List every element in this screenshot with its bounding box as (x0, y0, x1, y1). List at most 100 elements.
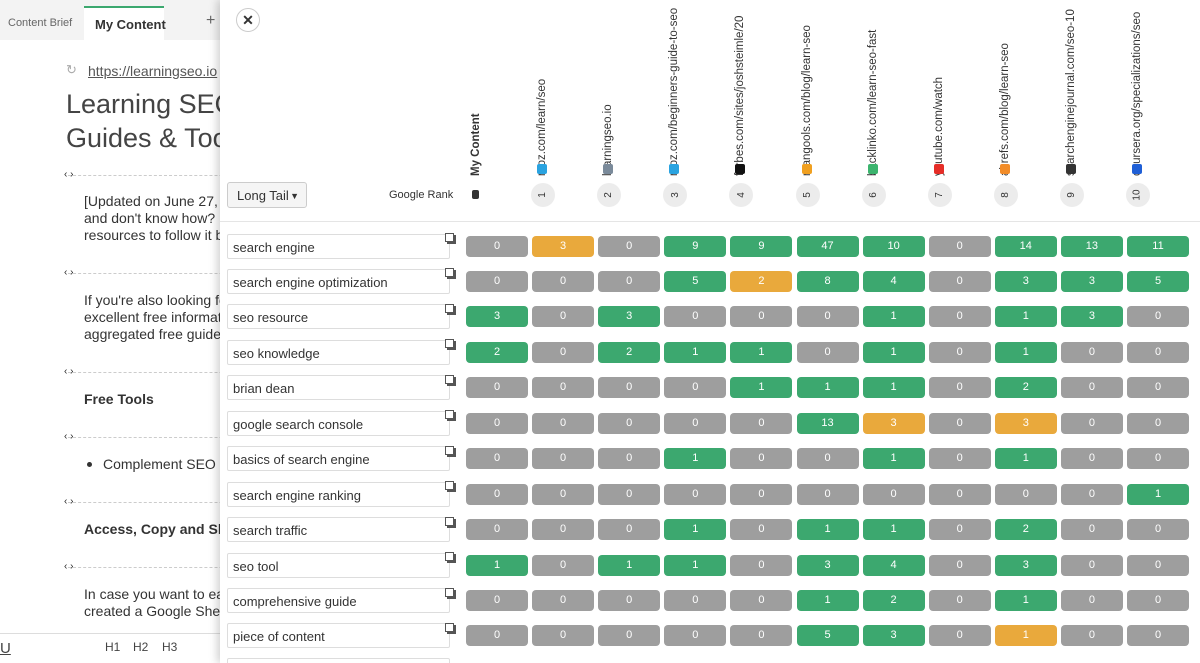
rank-badge: 8 (993, 183, 1018, 207)
keyword-box[interactable]: brian dean (227, 375, 450, 401)
copy-icon[interactable] (445, 374, 454, 384)
copy-icon[interactable] (445, 303, 454, 313)
block-controls[interactable]: ‹ › (64, 496, 74, 507)
block-separator (68, 372, 268, 373)
rank-cell: 0 (928, 519, 991, 541)
rank-number: 5 (801, 192, 813, 198)
copy-icon[interactable] (445, 552, 454, 562)
rank-cell: 0 (532, 483, 595, 505)
toolbar-button[interactable]: U (0, 640, 11, 657)
column-label: backlinko.com/learn-seo-fast (866, 29, 879, 176)
rank-cell: 4 (862, 270, 925, 292)
keyword-panel: ✕ Long Tail ▼ Google Rank My Content moz.c… (220, 0, 1200, 663)
url[interactable]: https://learningseo.io (88, 63, 218, 79)
copy-icon[interactable] (445, 481, 454, 491)
rank-cell: 0 (928, 306, 991, 328)
rank-cell: 0 (598, 590, 661, 611)
rank-cell: 3 (598, 306, 661, 328)
rank-cell: 0 (928, 377, 991, 399)
block-controls[interactable]: ‹ › (64, 169, 74, 180)
rank-cell: 2 (730, 270, 793, 292)
paragraph-text: and don't know how? I' (84, 210, 226, 226)
column-label: mangools.com/blog/learn-seo (800, 25, 813, 176)
rank-number: 3 (669, 192, 681, 198)
dropdown-arrow: ▼ (290, 191, 299, 201)
rank-cell: 1 (664, 519, 727, 541)
rank-number: 7 (933, 192, 945, 198)
rank-cell: 5 (1127, 270, 1189, 292)
bullet (87, 462, 92, 467)
rank-cell: 5 (664, 270, 727, 292)
rank-cell: 0 (1127, 519, 1189, 541)
rank-cell: 3 (994, 270, 1057, 292)
block-controls[interactable]: ‹ › (64, 561, 74, 572)
rank-cell: 2 (994, 377, 1057, 399)
copy-icon[interactable] (445, 339, 454, 349)
keyword-box[interactable]: seo tool (227, 552, 450, 578)
add-tab[interactable]: + (206, 12, 216, 29)
copy-icon[interactable] (445, 622, 454, 632)
filter-label: Long Tail (237, 188, 289, 203)
rank-cell: 0 (532, 377, 595, 399)
keyword-box[interactable]: seo resource (227, 304, 450, 330)
block-separator (68, 437, 268, 438)
rank-cell: 0 (598, 448, 661, 470)
block-controls[interactable]: ‹ › (64, 267, 74, 278)
copy-icon[interactable] (445, 587, 454, 597)
paragraph-text: In case you want to eas (84, 586, 232, 602)
keyword-box[interactable]: seo knowledge (227, 339, 450, 365)
rank-number: 8 (999, 192, 1011, 198)
rank-cell: 0 (730, 483, 793, 505)
rank-cell: 0 (664, 306, 727, 328)
rank-cell: 0 (466, 270, 528, 292)
column-label: moz.com/learn/seo (536, 78, 549, 176)
block-controls[interactable]: ‹ › (64, 366, 74, 377)
rank-cell: 1 (862, 377, 925, 399)
keyword-box[interactable]: piece of content (227, 623, 450, 649)
rank-cell: 0 (532, 519, 595, 541)
rank-cell: 0 (1060, 590, 1123, 611)
rank-cell: 0 (664, 377, 727, 399)
site-icon (537, 164, 548, 174)
toolbar-button[interactable]: H3 (162, 640, 178, 654)
close-button[interactable]: ✕ (236, 8, 260, 32)
copy-icon[interactable] (445, 516, 454, 526)
rank-cell: 0 (466, 235, 528, 257)
rank-cell: 1 (730, 377, 793, 399)
rank-cell: 0 (598, 483, 661, 505)
rank-cell: 3 (1060, 306, 1123, 328)
copy-icon[interactable] (445, 445, 454, 455)
keyword-box[interactable]: search engine ranking (227, 481, 450, 507)
rank-badge: 7 (927, 183, 952, 207)
column-label: moz.com/beginners-guide-to-seo (668, 7, 681, 176)
tab[interactable]: Content Brief (8, 17, 73, 29)
block-separator (68, 502, 268, 503)
rank-cell: 0 (598, 625, 661, 647)
refresh-icon[interactable]: ↻ (66, 62, 77, 77)
rank-cell: 0 (1060, 448, 1123, 470)
rank-number: 1 (537, 192, 549, 198)
block-controls[interactable]: ‹ › (64, 431, 74, 442)
filter-dropdown[interactable]: Long Tail ▼ (227, 182, 307, 208)
rank-cell: 3 (994, 412, 1057, 434)
keyword-box[interactable]: search engine optimization (227, 268, 450, 294)
copy-icon[interactable] (445, 410, 454, 420)
copy-icon[interactable] (445, 233, 454, 242)
keyword-box[interactable]: google search console (227, 410, 450, 436)
keyword-box[interactable]: search engine (227, 233, 450, 259)
keyword-box[interactable]: comprehensive guide (227, 588, 450, 613)
rank-cell: 0 (598, 377, 661, 399)
rank-cell: 1 (994, 625, 1057, 647)
paragraph-text: aggregated free guides (84, 326, 228, 342)
toolbar-button[interactable]: H2 (133, 640, 149, 654)
copy-icon[interactable] (445, 268, 454, 278)
keyword-box[interactable]: basics of search engine (227, 446, 450, 472)
site-icon (999, 164, 1010, 174)
toolbar-button[interactable]: H1 (105, 640, 121, 654)
rank-cell: 0 (1127, 412, 1189, 434)
rank-cell: 1 (730, 341, 793, 363)
tab[interactable]: My Content (95, 17, 166, 32)
rank-cell: 47 (796, 235, 859, 257)
keyword-box[interactable]: search traffic (227, 517, 450, 543)
block-separator (68, 273, 268, 274)
